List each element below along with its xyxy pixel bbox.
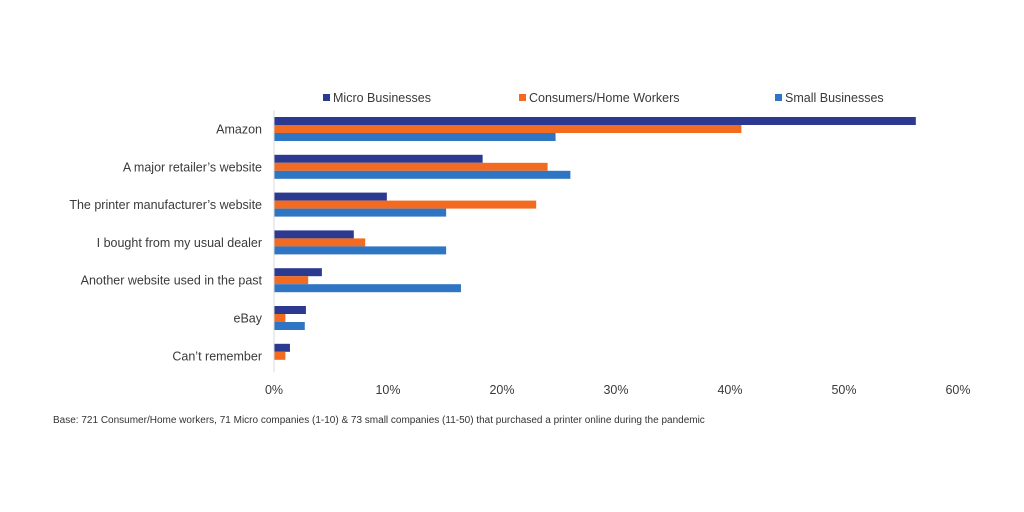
bar-consumers-home-workers-amazon [274, 125, 742, 133]
x-tick-label: 30% [603, 383, 628, 397]
category-label-the-printer-manufacturer-s-website: The printer manufacturer’s website [69, 198, 262, 212]
bar-consumers-home-workers-i-bought-from-my-usual-dealer [274, 238, 366, 247]
bar-small-businesses-ebay [274, 322, 305, 330]
bar-micro-businesses-the-printer-manufacturer-s-website [274, 192, 387, 201]
bar-small-businesses-amazon [274, 133, 556, 141]
legend-swatch-consumers-home-workers [519, 94, 526, 101]
category-label-can-t-remember: Can’t remember [172, 349, 262, 363]
bar-micro-businesses-a-major-retailer-s-website [274, 154, 483, 163]
legend-swatch-micro-businesses [323, 94, 330, 101]
bar-consumers-home-workers-a-major-retailer-s-website [274, 162, 548, 171]
bars [274, 117, 916, 360]
x-tick-label: 10% [375, 383, 400, 397]
bar-small-businesses-another-website-used-in-the-past [274, 284, 461, 293]
x-tick-label: 20% [489, 383, 514, 397]
bar-micro-businesses-another-website-used-in-the-past [274, 268, 322, 277]
category-label-i-bought-from-my-usual-dealer: I bought from my usual dealer [97, 236, 262, 250]
category-labels: Amazon A major retailer’s website The prin… [69, 123, 262, 364]
bar-consumers-home-workers-the-printer-manufacturer-s-website [274, 200, 537, 209]
bar-small-businesses-i-bought-from-my-usual-dealer [274, 246, 447, 255]
category-label-ebay: eBay [234, 312, 263, 326]
legend-label-small-businesses: Small Businesses [785, 91, 884, 105]
x-tick-label: 0% [265, 383, 283, 397]
legend-label-micro-businesses: Micro Businesses [333, 91, 431, 105]
x-tick-label: 50% [831, 383, 856, 397]
category-label-a-major-retailer-s-website: A major retailer’s website [123, 160, 262, 174]
bar-micro-businesses-can-t-remember [274, 343, 290, 352]
legend-swatch-small-businesses [775, 94, 782, 101]
footnote: Base: 721 Consumer/Home workers, 71 Micr… [53, 415, 705, 426]
bar-small-businesses-a-major-retailer-s-website [274, 170, 571, 179]
x-tick-label: 40% [717, 383, 742, 397]
bar-small-businesses-the-printer-manufacturer-s-website [274, 208, 447, 217]
bar-micro-businesses-ebay [274, 306, 306, 314]
x-tick-label: 60% [945, 383, 970, 397]
category-label-amazon: Amazon [216, 123, 262, 137]
bar-consumers-home-workers-another-website-used-in-the-past [274, 276, 309, 285]
bar-micro-businesses-amazon [274, 117, 916, 125]
legend-label-consumers-home-workers: Consumers/Home Workers [529, 91, 680, 105]
bar-consumers-home-workers-ebay [274, 314, 286, 322]
x-axis-ticks: 0% 10% 20% 30% 40% 50% 60% [265, 383, 971, 397]
bar-micro-businesses-i-bought-from-my-usual-dealer [274, 230, 354, 239]
legend: Micro Businesses Consumers/Home Workers Sm… [323, 91, 884, 105]
bar-consumers-home-workers-can-t-remember [274, 351, 286, 360]
category-label-another-website-used-in-the-past: Another website used in the past [81, 274, 263, 288]
